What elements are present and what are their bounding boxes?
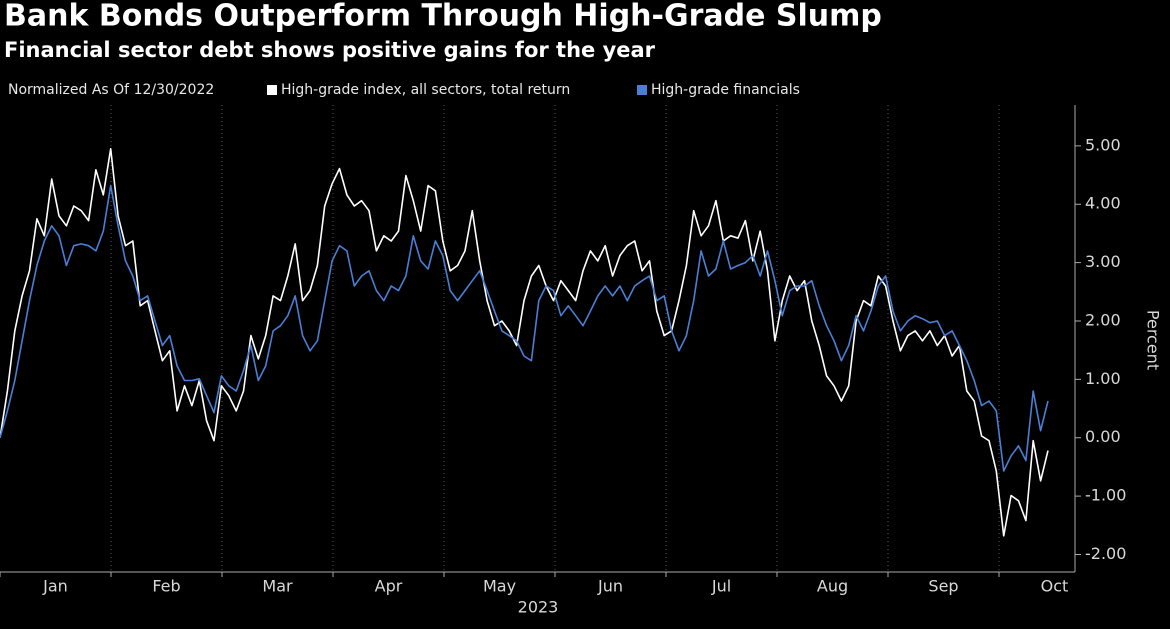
x-tick-label: Aug (817, 577, 848, 596)
x-tick-label: Apr (375, 577, 403, 596)
series-line (0, 148, 1049, 537)
y-tick-label: 3.00 (1085, 252, 1121, 271)
legend-title: Normalized As Of 12/30/2022 (8, 82, 214, 98)
y-tick-label: 2.00 (1085, 310, 1121, 329)
y-tick-label: 5.00 (1085, 135, 1121, 154)
legend-label: High-grade index, all sectors, total ret… (281, 82, 570, 98)
legend-label: High-grade financials (651, 82, 800, 98)
series-line (0, 184, 1049, 472)
y-tick-label: 1.00 (1085, 369, 1121, 388)
x-tick-label: Jul (711, 577, 731, 596)
x-tick-label: Jan (42, 577, 68, 596)
x-tick-label: Jun (597, 577, 623, 596)
y-axis-label: Percent (1144, 310, 1163, 370)
x-axis-label: 2023 (518, 598, 559, 617)
x-tick-label: May (483, 577, 516, 596)
legend-swatch (267, 85, 277, 95)
y-tick-label: -2.00 (1085, 544, 1126, 563)
x-tick-label: Mar (262, 577, 293, 596)
x-tick-label: Oct (1041, 577, 1069, 596)
x-tick-label: Sep (928, 577, 958, 596)
chart-subtitle: Financial sector debt shows positive gai… (4, 38, 656, 62)
y-tick-label: 4.00 (1085, 194, 1121, 213)
chart-title: Bank Bonds Outperform Through High-Grade… (4, 0, 882, 34)
x-tick-label: Feb (152, 577, 180, 596)
y-tick-label: 0.00 (1085, 427, 1121, 446)
y-tick-label: -1.00 (1085, 486, 1126, 505)
legend-swatch (637, 85, 647, 95)
